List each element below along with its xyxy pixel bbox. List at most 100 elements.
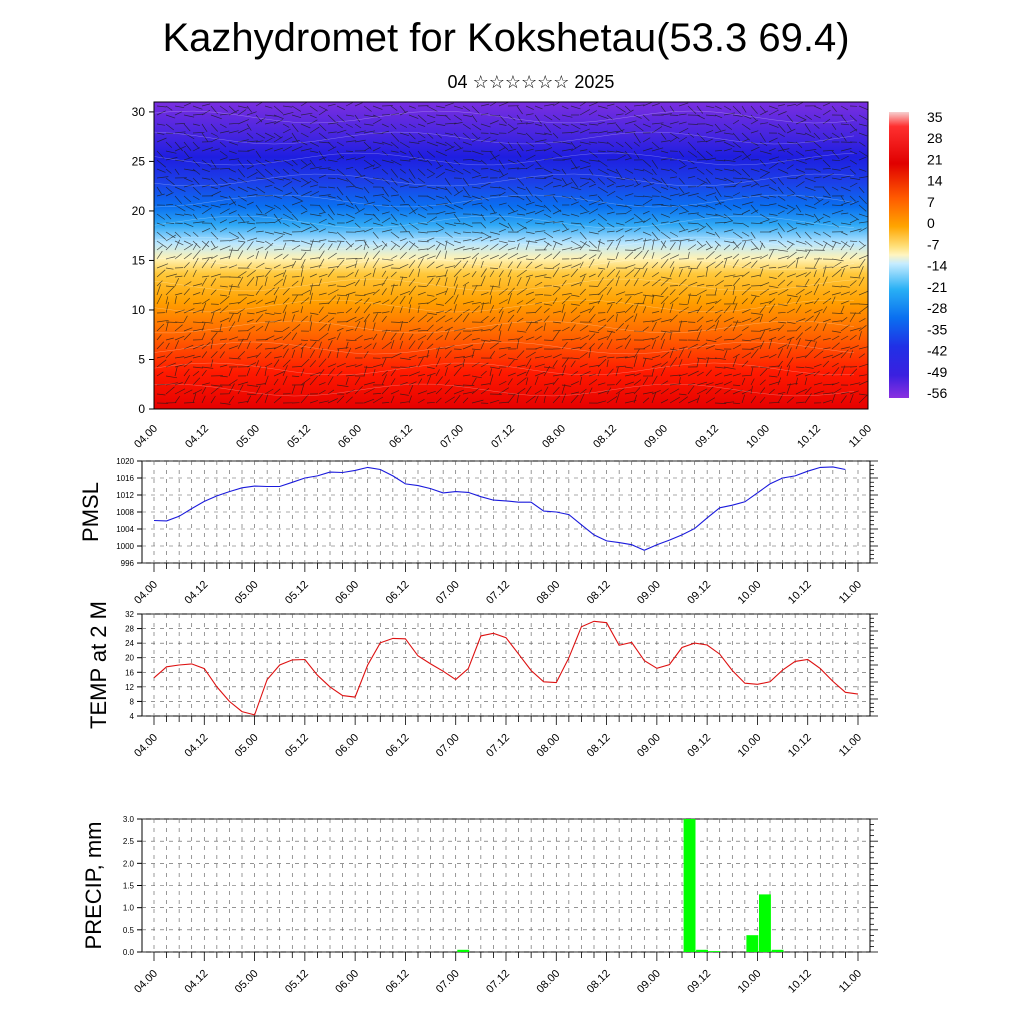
precip-x-tick-label: 10.12 — [786, 968, 814, 996]
colorbar-label: -7 — [927, 236, 940, 252]
temp-y-tick-label: 4 — [130, 712, 135, 721]
pmsl-y-tick-label: 996 — [121, 559, 135, 568]
temp-x-tick-label: 10.12 — [786, 732, 814, 760]
precip-x-tick-label: 04.00 — [132, 968, 160, 996]
temp-x-tick-label: 07.00 — [434, 732, 462, 760]
precip-bar — [746, 935, 759, 952]
precip-y-tick-label: 0.5 — [123, 926, 135, 935]
heatmap-x-tick-label: 07.12 — [489, 423, 517, 451]
precip-x-tick-label: 08.12 — [585, 968, 613, 996]
temp-grid — [142, 613, 870, 717]
precip-y-tick-label: 0.0 — [123, 948, 135, 957]
precip-x-tick-label: 04.12 — [182, 968, 210, 996]
heatmap-y-tick-label: 20 — [132, 204, 146, 218]
precip-y-tick-label: 1.5 — [123, 882, 135, 891]
temp-x-tick-label: 09.00 — [635, 732, 663, 760]
pmsl-y-tick-label: 1012 — [116, 491, 134, 500]
pmsl-series-line — [153, 466, 846, 551]
precip-x-tick-label: 08.00 — [534, 968, 562, 996]
temperature-panel: 4 8 12 16 20 24 28 32 04.00 04.12 05.00 05.12 06.00 0… — [86, 601, 878, 760]
precip-y-tick-label: 1.0 — [123, 904, 135, 913]
colorbar: 35 28 21 14 7 0 -7 -14 -21 -28 -35 -42 -49 -56 — [889, 109, 947, 401]
colorbar-label: 14 — [927, 173, 943, 189]
temp-y-tick-label: 32 — [125, 610, 134, 619]
heatmap-x-tick-label: 04.12 — [183, 423, 211, 451]
heatmap-x-tick-label: 11.00 — [847, 423, 874, 450]
precip-bar — [696, 949, 708, 952]
precip-y-tick-label: 2.5 — [123, 837, 135, 846]
heatmap-y-tick-label: 25 — [132, 154, 146, 168]
heatmap-y-tick-label: 30 — [132, 105, 146, 119]
precipitation-panel: 0.0 0.5 1.0 1.5 2.0 2.5 3.0 04.00 04.12 05.00 05.1… — [81, 815, 878, 996]
heatmap-x-tick-label: 04.00 — [132, 423, 160, 451]
colorbar-label: -49 — [927, 364, 947, 380]
temp-x-tick-label: 04.12 — [182, 732, 210, 760]
heatmap-x-tick-label: 05.00 — [234, 423, 262, 451]
heatmap-panel: 0 5 10 15 20 25 30 04.00 04.12 05.00 05.12 06.00 06.… — [132, 101, 874, 451]
colorbar-label: -35 — [927, 321, 947, 337]
temp-y-tick-label: 16 — [125, 668, 134, 677]
pmsl-y-tick-label: 1000 — [116, 542, 134, 551]
pmsl-x-tick-label: 06.00 — [333, 579, 361, 607]
colorbar-label: 28 — [927, 130, 943, 146]
heatmap-x-tick-label: 06.00 — [336, 423, 364, 451]
pmsl-x-tick-label: 04.00 — [132, 579, 160, 607]
temp-frame — [141, 613, 871, 717]
heatmap-x-tick-label: 05.12 — [285, 423, 313, 451]
temp-x-tick-label: 06.00 — [333, 732, 361, 760]
precip-x-tick-label: 07.12 — [484, 968, 512, 996]
pmsl-y-axis-title: PMSL — [78, 482, 103, 542]
chart-title: Kazhydromet for Kokshetau(53.3 69.4) — [162, 16, 850, 60]
colorbar-strip — [889, 112, 909, 398]
pmsl-x-tick-label: 04.12 — [182, 579, 210, 607]
heatmap-x-tick-label: 09.00 — [642, 423, 670, 451]
temp-y-tick-label: 28 — [125, 625, 134, 634]
contour-lines — [154, 110, 855, 397]
precip-bar — [771, 949, 784, 952]
pmsl-x-tick-label: 09.00 — [635, 579, 663, 607]
pmsl-x-tick-label: 07.00 — [434, 579, 462, 607]
precip-bar — [457, 949, 470, 952]
temp-x-tick-label: 08.12 — [585, 732, 613, 760]
pmsl-y-tick-label: 1008 — [116, 508, 134, 517]
temp-x-tick-label: 05.00 — [233, 732, 261, 760]
precip-y-tick-label: 3.0 — [123, 815, 135, 824]
pmsl-x-tick-label: 07.12 — [484, 579, 512, 607]
temp-x-tick-label: 05.12 — [283, 732, 311, 760]
heatmap-x-tick-label: 08.12 — [591, 423, 619, 451]
temp-x-tick-label: 04.00 — [132, 732, 160, 760]
heatmap-field — [154, 102, 868, 409]
precip-x-tick-label: 09.12 — [685, 968, 713, 996]
heatmap-y-tick-label: 10 — [132, 303, 146, 317]
heatmap-x-tick-label: 07.00 — [438, 423, 466, 451]
heatmap-x-tick-label: 06.12 — [387, 423, 415, 451]
temp-x-tick-label: 07.12 — [484, 732, 512, 760]
pmsl-x-tick-label: 06.12 — [384, 579, 412, 607]
precip-y-tick-label: 2.0 — [123, 859, 135, 868]
colorbar-label: -56 — [927, 385, 947, 401]
precip-bar — [683, 819, 696, 952]
pmsl-x-tick-label: 08.12 — [585, 579, 613, 607]
heatmap-x-tick-label: 10.00 — [744, 423, 772, 451]
colorbar-label: -28 — [927, 300, 947, 316]
pmsl-y-tick-label: 1016 — [116, 474, 134, 483]
heatmap-y-tick-label: 5 — [138, 352, 145, 366]
heatmap-x-tick-label: 09.12 — [693, 423, 721, 451]
precip-x-tick-label: 05.12 — [283, 968, 311, 996]
temp-x-tick-label: 09.12 — [685, 732, 713, 760]
precip-bar — [708, 951, 721, 952]
pmsl-x-tick-label: 05.00 — [233, 579, 261, 607]
pmsl-x-tick-label: 10.00 — [736, 579, 764, 607]
temp-y-tick-label: 24 — [125, 639, 134, 648]
chart-subtitle: 04 ☆☆☆☆☆☆ 2025 — [447, 72, 615, 92]
colorbar-label: -42 — [927, 343, 947, 359]
precip-y-axis-title: PRECIP, mm — [81, 822, 106, 950]
heatmap-y-tick-label: 0 — [138, 402, 145, 416]
precip-x-tick-label: 06.00 — [333, 968, 361, 996]
precip-x-tick-label: 05.00 — [233, 968, 261, 996]
precip-x-tick-label: 07.00 — [434, 968, 462, 996]
colorbar-label: -14 — [927, 258, 947, 274]
precip-x-tick-label: 11.00 — [837, 968, 864, 995]
colorbar-label: 35 — [927, 109, 943, 125]
